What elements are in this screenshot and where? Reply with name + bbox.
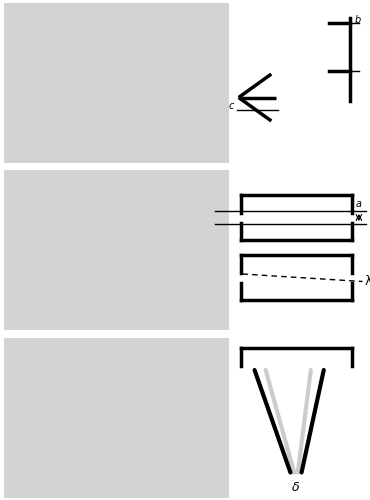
Bar [4, 170, 229, 330]
Text: c: c [228, 101, 234, 111]
Text: b: b [354, 15, 361, 25]
Text: δ: δ [292, 481, 300, 494]
Bar [4, 338, 229, 498]
Text: λ: λ [364, 275, 370, 288]
Text: a: a [356, 199, 362, 209]
Bar [4, 2, 229, 162]
